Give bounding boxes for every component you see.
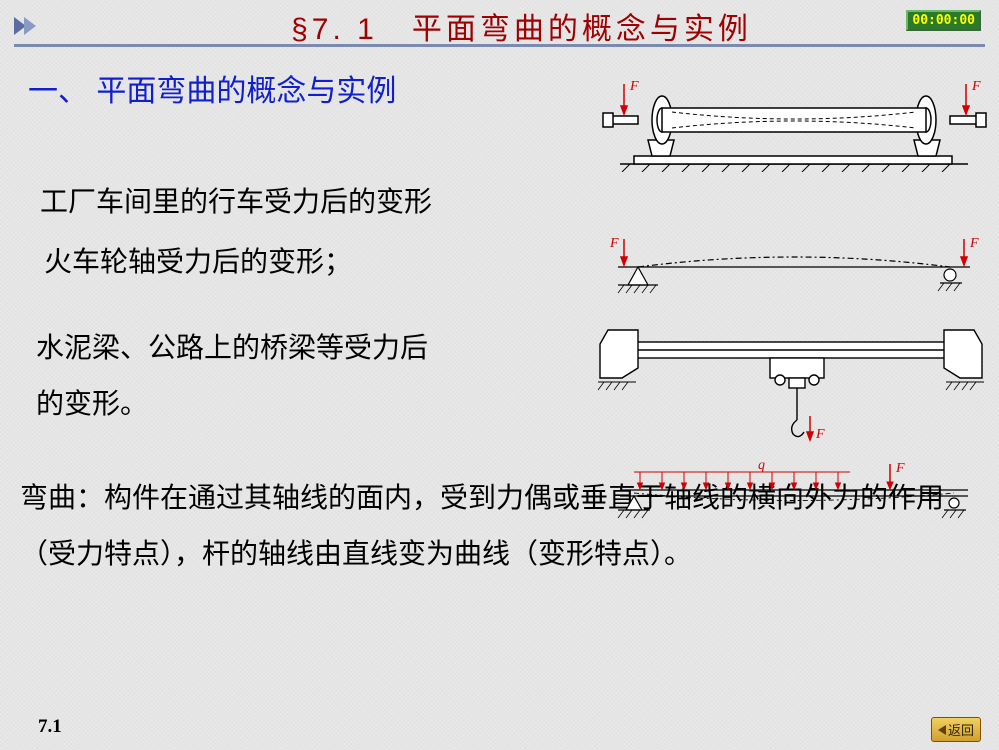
diagram-axle: F F [600, 78, 988, 172]
force-label: F [629, 79, 639, 94]
diagram-bridge-beam: q F [600, 460, 988, 522]
section-subtitle: 一、 平面弯曲的概念与实例 [28, 66, 396, 110]
svg-text:F: F [609, 236, 619, 251]
paragraph-1: 工厂车间里的行车受力后的变形 [40, 180, 432, 225]
diagram-simple-beam: F F [600, 235, 988, 307]
svg-text:F: F [969, 236, 979, 251]
svg-text:F: F [815, 427, 825, 442]
timer-display: 00:00:00 [906, 10, 981, 31]
header-bar: §7. 1 平面弯曲的概念与实例 00:00:00 [14, 8, 985, 47]
diagram-crane: F [594, 320, 990, 448]
back-button[interactable]: 返回 [931, 717, 981, 742]
svg-text:F: F [971, 79, 981, 94]
page-number: 7.1 [38, 716, 62, 738]
paragraph-2: 火车轮轴受力后的变形； [44, 240, 352, 285]
paragraph-3: 水泥梁、公路上的桥梁等受力后的变形。 [36, 320, 436, 432]
chevron-icon [14, 15, 48, 37]
svg-text:q: q [758, 460, 765, 473]
header-title: §7. 1 平面弯曲的概念与实例 [58, 4, 985, 48]
svg-text:F: F [895, 461, 905, 476]
back-button-label: 返回 [948, 720, 974, 739]
